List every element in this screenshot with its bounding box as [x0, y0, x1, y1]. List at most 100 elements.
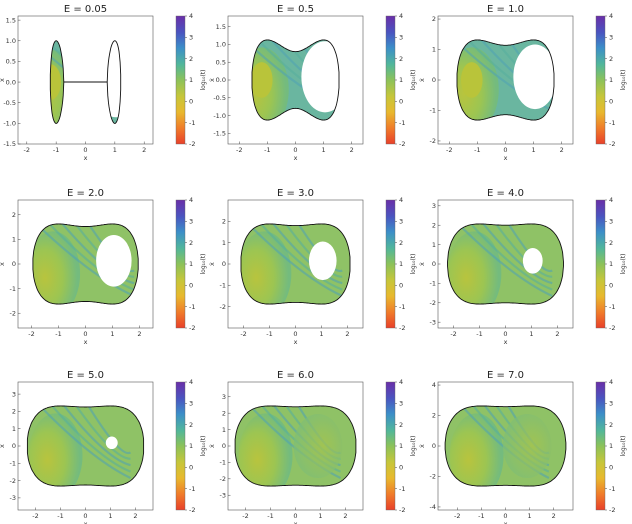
x-tick-label: 2 [350, 146, 354, 154]
panel-title: E = 0.5 [277, 4, 314, 15]
panel-title: E = 4.0 [487, 188, 524, 199]
chaotic-filament [452, 223, 553, 297]
energy-boundary [456, 39, 555, 121]
right-island [293, 414, 343, 478]
colorbar-tick-label: 4 [609, 378, 613, 386]
y-tick-label: -2 [430, 473, 436, 481]
y-tick-label: -1 [430, 107, 436, 115]
x-tick-label: -1 [55, 330, 61, 338]
x-tick-label: 2 [133, 512, 137, 520]
panel-title: E = 3.0 [277, 188, 314, 199]
chaotic-filament [255, 223, 343, 291]
y-tick-label: 1 [432, 241, 436, 249]
y-tick-label: -0.5 [213, 94, 226, 102]
colorbar-tick-label: 0 [609, 98, 613, 106]
y-tick-label: -2 [220, 475, 226, 483]
colorbar-tick-label: 0 [189, 282, 193, 290]
x-tick-label: 0 [293, 330, 297, 338]
plot-frame [17, 15, 154, 145]
y-axis-label: ẋ [418, 444, 426, 448]
x-tick-label: -1 [476, 330, 482, 338]
panel-4: E = 3.0 -2 -1 0 1 2 2 1 0 -1 -2 x ẋ 4 3 2 1 0 -1 -2 log₁₀(t) [208, 188, 417, 346]
colorbar-tick-label: 2 [189, 239, 193, 247]
x-tick-label: -1 [57, 512, 63, 520]
y-tick-label: 4 [432, 381, 436, 389]
colorbar [175, 381, 186, 511]
phase-region [27, 405, 144, 487]
phase-region [445, 405, 566, 487]
regular-island-right [308, 241, 337, 281]
colorbar-tick-label: 3 [399, 34, 403, 42]
x-axis-label: x [84, 338, 88, 346]
y-tick-label: 2 [222, 218, 226, 226]
x-tick-label: 1 [113, 146, 117, 154]
x-tick-label: -2 [242, 512, 248, 520]
colorbar-tick-label: 0 [189, 98, 193, 106]
y-tick-label: -2 [430, 299, 436, 307]
x-tick-label: 1 [108, 512, 112, 520]
y-tick-label: 0.5 [216, 58, 226, 66]
panel-8: E = 7.0 -2 -1 0 1 2 4 2 0 -2 -4 x ẋ 4 3 2 1 0 -1 -2 log₁₀(t) [418, 370, 627, 524]
colorbar-tick-label: 0 [399, 98, 403, 106]
x-tick-label: 1 [322, 146, 326, 154]
chaotic-filament [44, 223, 135, 291]
colorbar-tick-label: -2 [609, 140, 615, 148]
y-tick-label: -2 [220, 303, 226, 311]
colorbar-tick-label: 0 [609, 282, 613, 290]
y-tick-label: 0.0 [6, 78, 16, 86]
colorbar-tick-label: 1 [189, 260, 193, 268]
x-tick-label: 1 [110, 330, 114, 338]
colorbar-tick-label: 0 [399, 464, 403, 472]
y-tick-label: -1.0 [3, 120, 16, 128]
right-island [502, 414, 552, 478]
x-axis-label: x [84, 154, 88, 162]
colorbar-tick-label: -1 [609, 303, 615, 311]
panel-title: E = 2.0 [67, 188, 104, 199]
regular-island-right [522, 248, 543, 274]
colorbar-tick-label: -1 [189, 303, 195, 311]
y-axis-label: ẋ [418, 78, 426, 82]
panel-title: E = 0.05 [64, 4, 107, 15]
x-axis-label: x [504, 520, 508, 524]
colorbar-tick-label: -2 [189, 324, 195, 332]
colorbar-tick-label: 1 [189, 76, 193, 84]
regular-island-right [105, 436, 118, 450]
x-tick-label: 0 [83, 512, 87, 520]
colorbar-tick-label: 4 [189, 196, 193, 204]
y-tick-label: -3 [220, 491, 226, 499]
chaotic-filament [478, 223, 553, 285]
colorbar-tick-label: 3 [189, 400, 193, 408]
colorbar [595, 199, 606, 329]
colorbar-tick-label: 0 [609, 464, 613, 472]
colorbar-tick-label: -1 [399, 485, 405, 493]
colorbar-tick-label: 1 [399, 442, 403, 450]
panel-0: E = 0.05 -2 -1 0 1 2 1.5 1.0 0.5 0.0 -0.5 -1.0 -1.5 x… [0, 4, 207, 162]
colorbar [175, 15, 186, 145]
y-tick-label: -4 [430, 503, 436, 511]
x-tick-label: -2 [28, 330, 34, 338]
phase-region [447, 223, 564, 305]
colorbar-tick-label: 3 [609, 34, 613, 42]
x-tick-label: 0 [503, 330, 507, 338]
y-tick-label: -1 [10, 459, 16, 467]
x-tick-label: 1 [528, 512, 532, 520]
y-tick-label: 1 [12, 425, 16, 433]
chaotic-filament [59, 405, 131, 467]
x-axis-label: x [294, 338, 298, 346]
panel-title: E = 5.0 [67, 370, 104, 381]
colorbar-tick-label: 2 [189, 55, 193, 63]
colorbar-tick-label: 4 [399, 12, 403, 20]
colorbar-tick-label: 1 [399, 76, 403, 84]
x-tick-label: -2 [236, 146, 242, 154]
y-tick-label: 0 [222, 442, 226, 450]
x-tick-label: -1 [267, 512, 273, 520]
chaotic-filament [242, 223, 343, 297]
colorbar-tick-label: 1 [609, 76, 613, 84]
y-axis-label: ẋ [208, 444, 216, 448]
colorbar-tick-label: -2 [399, 324, 405, 332]
x-tick-label: 1 [319, 330, 323, 338]
x-axis-label: x [294, 154, 298, 162]
y-tick-label: 2 [12, 211, 16, 219]
x-tick-label: 1 [318, 512, 322, 520]
x-axis-label: x [84, 520, 88, 524]
